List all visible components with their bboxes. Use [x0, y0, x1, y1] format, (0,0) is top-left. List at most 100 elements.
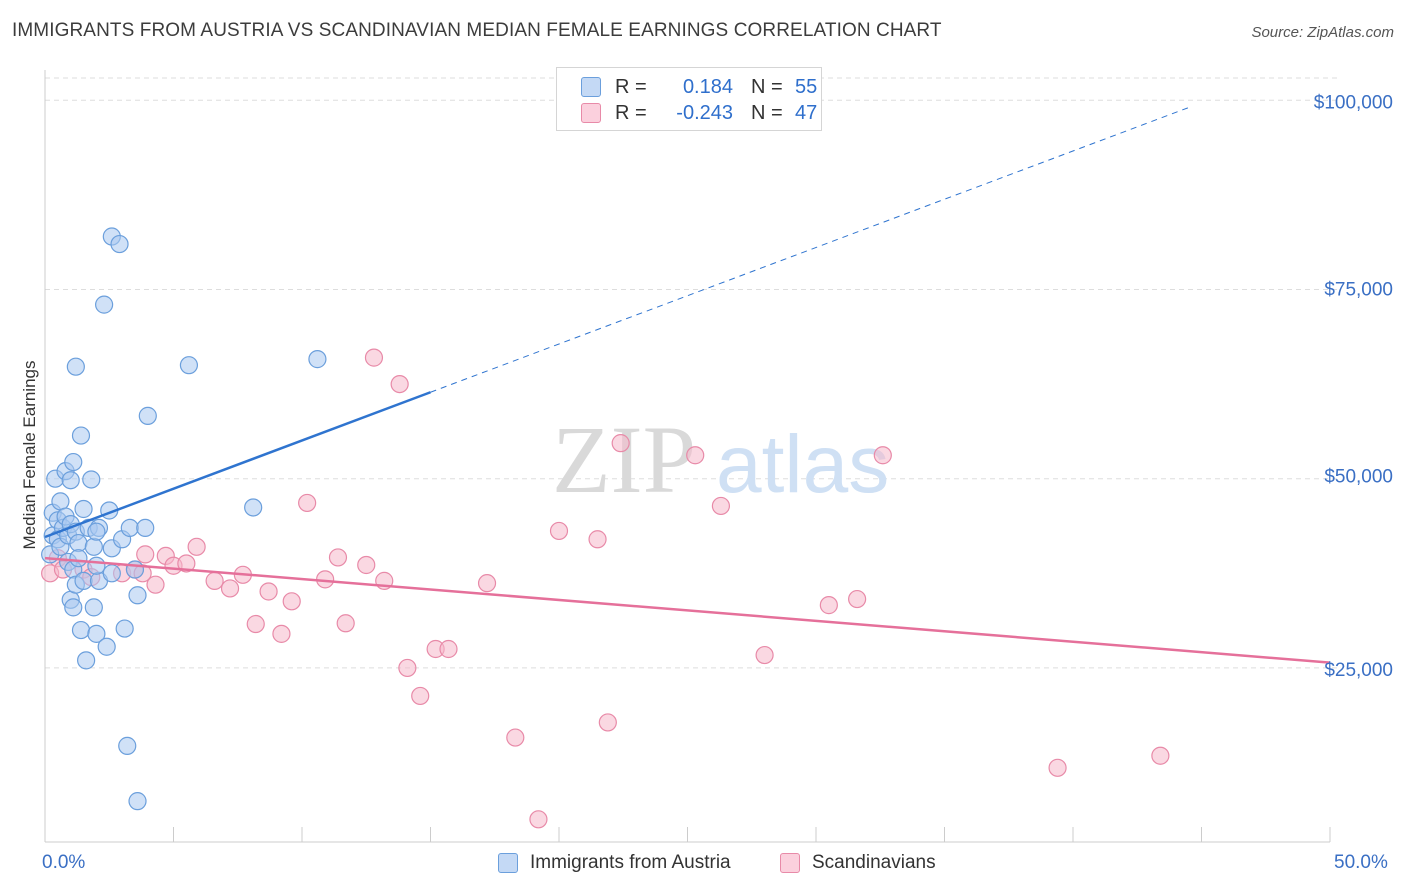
legend-r-value: -0.243 — [676, 101, 733, 124]
scandinavians-point-19 — [272, 624, 291, 643]
scandinavians-point-44 — [848, 589, 867, 609]
legend-row-scandinavians: R = -0.243 N = 47 — [557, 100, 817, 126]
correlation-legend: R = 0.184 N = 55 R = -0.243 N = 47 — [556, 67, 822, 131]
series-name-scandinavians: Scandinavians — [812, 852, 936, 873]
austria-point-51 — [128, 586, 147, 605]
x-tick-label-max: 50.0% — [1334, 852, 1388, 873]
scandinavians-point-20 — [282, 592, 301, 611]
austria-point-31 — [84, 537, 103, 556]
scandinavians-point-13 — [187, 537, 206, 556]
austria-point-32 — [84, 598, 103, 617]
austria-point-28 — [77, 651, 96, 670]
austria-point-39 — [87, 556, 106, 575]
austria-point-53 — [138, 406, 157, 425]
austria-point-30 — [82, 470, 101, 489]
austria-trend-line — [44, 391, 431, 539]
austria-point-23 — [69, 549, 88, 568]
scandinavians-point-38 — [598, 713, 617, 732]
scandinavians-point-28 — [390, 374, 409, 394]
scandinavians-point-47 — [1151, 746, 1170, 765]
scandinavians-point-41 — [711, 496, 731, 516]
chart-title: IMMIGRANTS FROM AUSTRIA VS SCANDINAVIAN … — [12, 20, 942, 41]
austria-point-26 — [74, 499, 93, 519]
y-tick-label-2: $75,000 — [1324, 279, 1393, 300]
austria-point-7 — [51, 492, 70, 511]
scandinavians-point-37 — [588, 530, 607, 549]
series-swatch-scandinavians — [780, 853, 800, 873]
scandinavians-point-25 — [357, 555, 376, 575]
scandinavians-point-34 — [506, 728, 525, 747]
scandinavians-point-23 — [328, 548, 348, 567]
watermark-atlas: atlas — [716, 419, 889, 510]
austria-points — [41, 227, 327, 811]
series-legend-scandinavians: Scandinavians — [780, 852, 936, 874]
watermark-zip: ZIP — [552, 406, 696, 513]
source-label: Source: ZipAtlas.com — [1251, 24, 1394, 41]
austria-point-54 — [179, 356, 199, 375]
scandinavians-point-18 — [259, 582, 278, 601]
y-tick-labels: $25,000 $50,000 $75,000 $100,000 — [1314, 92, 1393, 681]
austria-point-46 — [115, 619, 134, 638]
austria-point-52 — [136, 518, 155, 538]
scandinavians-point-15 — [220, 579, 240, 598]
legend-n-label: N = — [751, 75, 783, 98]
legend-r-value: 0.184 — [682, 75, 733, 98]
series-legend: Immigrants from Austria Scandinavians — [0, 852, 1406, 878]
scandinavians-point-32 — [439, 639, 458, 659]
scandinavians-point-9 — [146, 575, 165, 594]
legend-n-label: N = — [751, 101, 783, 124]
scandinavians-point-30 — [411, 686, 430, 706]
scandinavians-point-40 — [686, 446, 705, 465]
austria-trend-extension — [430, 107, 1189, 393]
legend-n-value: 55 — [795, 75, 818, 98]
series-legend-austria: Immigrants from Austria — [498, 852, 731, 874]
scandinavians-point-24 — [336, 614, 355, 633]
austria-point-37 — [97, 637, 116, 656]
scandinavians-point-12 — [177, 554, 196, 573]
scandinavians-trend-line — [44, 556, 1331, 664]
austria-point-27 — [74, 571, 93, 590]
austria-point-19 — [66, 357, 85, 376]
austria-point-47 — [118, 736, 137, 755]
scandinavians-points — [41, 348, 1170, 829]
scandinavians-point-14 — [205, 571, 224, 590]
legend-n-value: 47 — [795, 101, 818, 124]
watermark: ZIP atlas — [552, 406, 889, 513]
austria-point-13 — [61, 471, 80, 490]
series-swatch-austria — [498, 853, 518, 873]
austria-point-25 — [71, 620, 91, 640]
y-tick-label-3: $100,000 — [1314, 92, 1393, 113]
scandinavians-point-29 — [398, 658, 417, 678]
trend-lines — [44, 107, 1331, 664]
austria-point-33 — [87, 624, 106, 643]
austria-point-42 — [110, 234, 129, 254]
y-tick-label-1: $50,000 — [1324, 467, 1393, 488]
scandinavians-point-46 — [1048, 758, 1067, 777]
austria-point-18 — [64, 598, 83, 617]
austria-point-40 — [87, 522, 106, 541]
scandinavians-point-36 — [549, 521, 569, 541]
legend-row-austria: R = 0.184 N = 55 — [557, 74, 817, 100]
scandinavians-point-26 — [364, 348, 384, 367]
scandinavians-point-8 — [136, 545, 155, 564]
scandinavians-point-35 — [529, 810, 548, 829]
x-tick-label-min: 0.0% — [42, 852, 86, 873]
y-tick-label-0: $25,000 — [1324, 660, 1393, 681]
series-name-austria: Immigrants from Austria — [530, 852, 731, 873]
austria-point-22 — [69, 533, 88, 553]
legend-swatch-scandinavians — [581, 103, 601, 123]
austria-point-24 — [71, 426, 91, 445]
axes — [44, 70, 1331, 843]
austria-point-44 — [102, 564, 121, 583]
scandinavians-point-39 — [611, 434, 630, 453]
austria-point-16 — [64, 452, 83, 472]
legend-r-label: R = — [615, 101, 647, 124]
austria-point-50 — [128, 792, 147, 811]
austria-point-36 — [95, 295, 114, 314]
austria-point-55 — [244, 498, 263, 517]
scandinavians-point-33 — [477, 574, 497, 593]
scandinavians-point-17 — [246, 614, 265, 634]
austria-point-56 — [308, 350, 327, 369]
scandinavians-point-45 — [873, 446, 892, 465]
scandinavians-point-43 — [819, 596, 838, 615]
